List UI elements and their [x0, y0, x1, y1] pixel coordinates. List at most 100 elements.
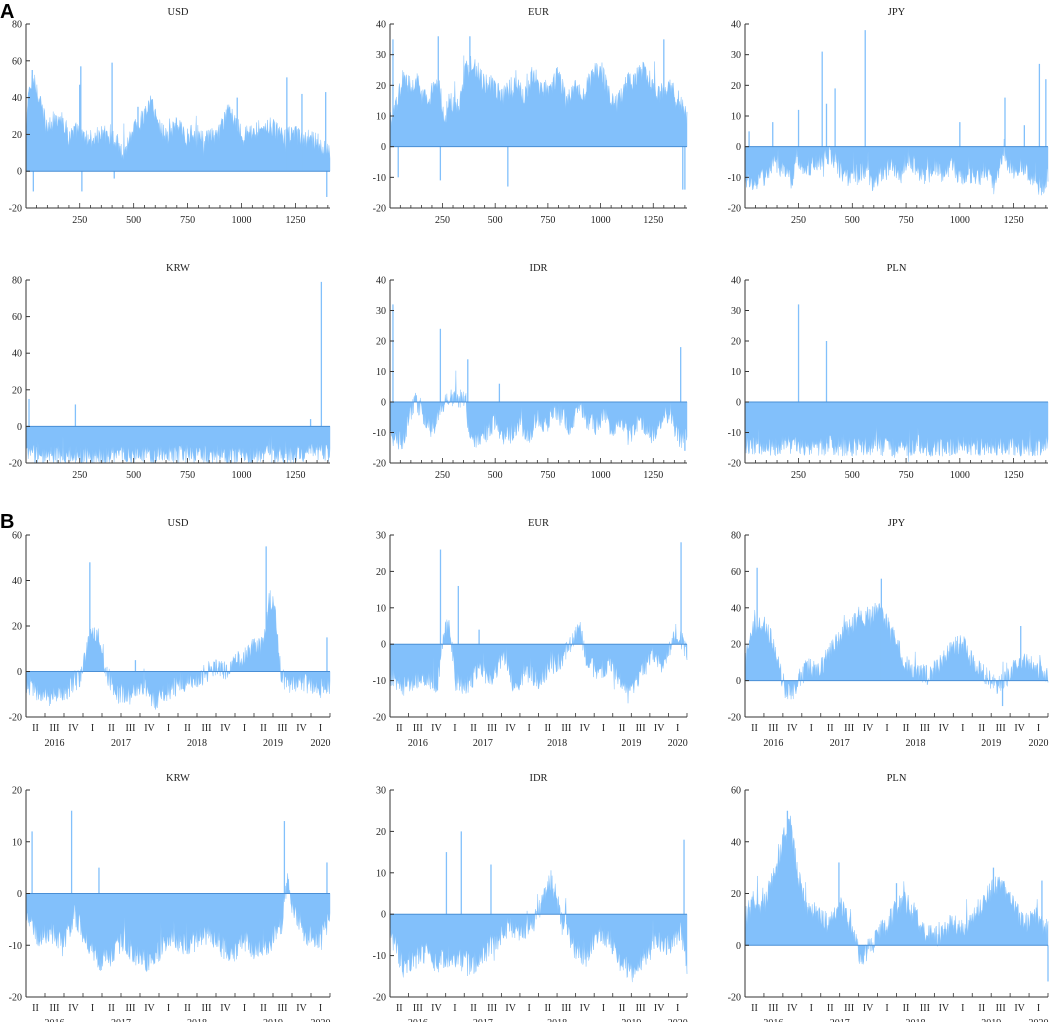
quarter-label: IV [296, 1003, 307, 1014]
y-tick-label: 60 [12, 312, 22, 323]
quarter-label: II [903, 723, 910, 734]
x-tick-label: 500 [845, 470, 860, 481]
quarter-label: IV [1014, 723, 1025, 734]
quarter-label: III [50, 723, 60, 734]
quarter-label: IV [1014, 1003, 1025, 1014]
quarter-label: I [243, 723, 246, 734]
series-area [744, 401, 1049, 462]
year-label: 2020 [668, 1018, 688, 1022]
y-tick-label: 40 [376, 276, 386, 287]
quarter-label: IV [220, 723, 231, 734]
x-tick-label: 1250 [285, 470, 305, 481]
quarter-label: IV [431, 723, 442, 734]
chart-title: USD [167, 518, 188, 529]
y-tick-label: 30 [731, 306, 741, 317]
quarter-label: III [202, 723, 212, 734]
y-tick-label: -10 [373, 951, 386, 962]
quarter-label: II [544, 1003, 551, 1014]
y-tick-label: 10 [376, 112, 386, 123]
y-tick-label: 20 [731, 889, 741, 900]
y-tick-label: 0 [17, 422, 22, 433]
quarter-label: III [278, 1003, 288, 1014]
quarter-label: IV [580, 1003, 591, 1014]
quarter-label: IV [654, 1003, 665, 1014]
year-label: 2020 [1029, 1018, 1049, 1022]
x-tick-label: 500 [845, 215, 860, 226]
y-tick-label: 0 [381, 142, 386, 153]
x-tick-label: 250 [435, 470, 450, 481]
quarter-label: I [319, 1003, 322, 1014]
x-tick-label: 250 [435, 215, 450, 226]
year-label: 2018 [905, 738, 925, 749]
quarter-label: II [184, 723, 191, 734]
y-tick-label: 10 [376, 367, 386, 378]
y-tick-label: -20 [9, 204, 22, 215]
quarter-label: I [602, 1003, 605, 1014]
x-tick-label: 250 [791, 470, 806, 481]
y-tick-label: 20 [376, 827, 386, 838]
y-tick-label: -20 [9, 713, 22, 724]
quarter-label: II [827, 723, 834, 734]
y-tick-label: 60 [12, 56, 22, 67]
quarter-label: III [278, 723, 288, 734]
quarter-label: III [920, 723, 930, 734]
year-label: 2016 [45, 738, 65, 749]
y-tick-label: 20 [12, 130, 22, 141]
x-tick-label: 1250 [285, 215, 305, 226]
chart-a-jpy: JPY -20 -10 0 10 20 30 40 250 500 750 1000 1250 [728, 7, 1049, 226]
year-label: 2017 [830, 738, 850, 749]
quarter-label: II [470, 723, 477, 734]
y-tick-label: -20 [9, 993, 22, 1004]
series-area [25, 873, 331, 973]
chart-title: IDR [529, 263, 547, 274]
quarter-label: III [413, 723, 423, 734]
y-tick-label: 40 [731, 20, 741, 31]
chart-title: JPY [888, 7, 906, 18]
quarter-label: IV [296, 723, 307, 734]
year-label: 2019 [981, 1018, 1001, 1022]
quarter-label: IV [580, 723, 591, 734]
quarter-label: I [676, 1003, 679, 1014]
year-label: 2017 [111, 738, 131, 749]
y-tick-label: 30 [731, 50, 741, 61]
x-tick-label: 500 [126, 215, 141, 226]
chart-a-eur: EUR -20 -10 0 10 20 30 40 250 500 750 1000 1250 [373, 7, 688, 226]
x-tick-label: 500 [488, 215, 503, 226]
quarter-label: II [108, 1003, 115, 1014]
quarter-label: III [487, 723, 497, 734]
y-tick-label: 80 [12, 20, 22, 31]
year-label: 2018 [187, 1018, 207, 1022]
y-tick-label: 40 [376, 20, 386, 31]
x-tick-label: 1000 [591, 470, 611, 481]
quarter-label: IV [863, 1003, 874, 1014]
quarter-label: III [636, 723, 646, 734]
quarter-label: II [903, 1003, 910, 1014]
y-tick-label: 0 [736, 398, 741, 409]
y-tick-label: 60 [12, 531, 22, 542]
quarter-label: III [768, 1003, 778, 1014]
quarter-label: II [619, 723, 626, 734]
quarter-label: IV [431, 1003, 442, 1014]
x-tick-label: 250 [72, 215, 87, 226]
year-label: 2019 [263, 1018, 283, 1022]
y-tick-label: 10 [12, 837, 22, 848]
year-label: 2017 [473, 1018, 493, 1022]
y-tick-label: 0 [17, 889, 22, 900]
year-label: 2018 [547, 738, 567, 749]
y-tick-label: -20 [373, 993, 386, 1004]
quarter-label: III [487, 1003, 497, 1014]
chart-title: JPY [888, 518, 906, 529]
chart-title: IDR [529, 773, 547, 784]
quarter-label: I [528, 723, 531, 734]
year-label: 2020 [311, 1018, 331, 1022]
quarter-label: I [885, 1003, 888, 1014]
year-label: 2017 [830, 1018, 850, 1022]
chart-a-krw: KRW -20 0 20 40 60 80 250 500 750 1000 1250 [9, 263, 331, 481]
year-label: 2019 [621, 1018, 641, 1022]
quarter-label: I [961, 723, 964, 734]
x-tick-label: 750 [180, 215, 195, 226]
quarter-label: I [319, 723, 322, 734]
panel-label-b: B [0, 511, 14, 533]
y-tick-label: 40 [12, 576, 22, 587]
